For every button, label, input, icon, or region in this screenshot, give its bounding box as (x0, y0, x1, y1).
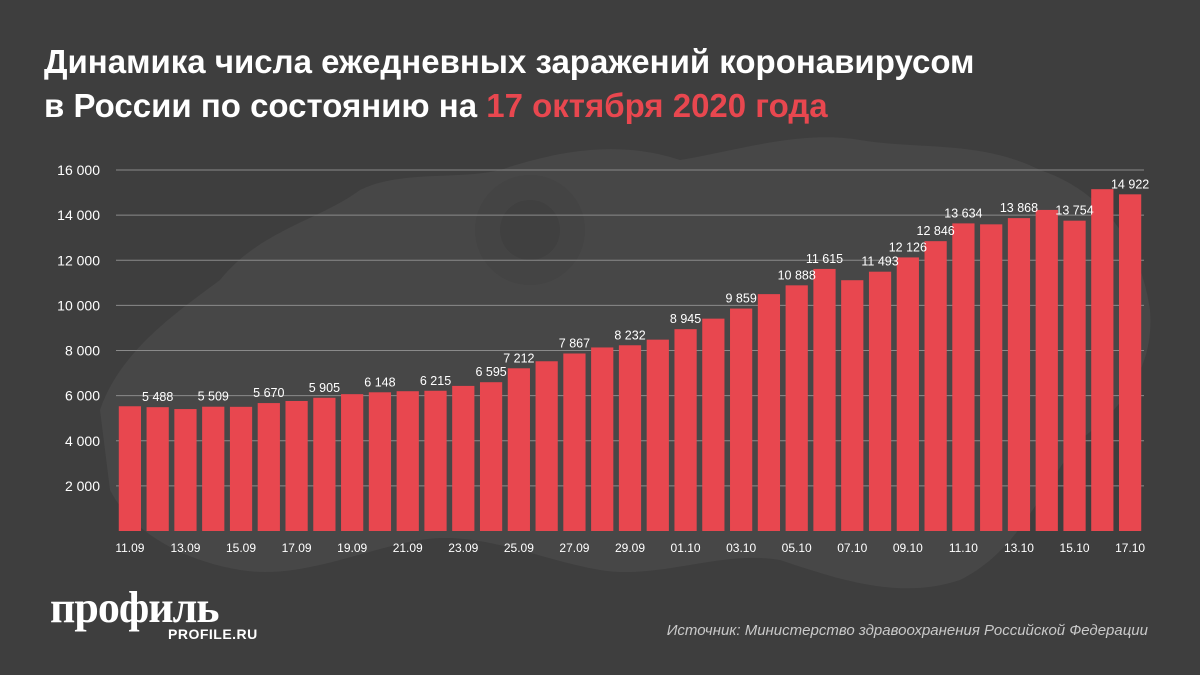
x-tick-label: 17.10 (1115, 541, 1145, 555)
bar (1035, 209, 1058, 531)
data-label: 10 888 (778, 268, 816, 282)
x-tick-label: 11.10 (949, 541, 978, 555)
x-tick-label: 15.10 (1060, 541, 1090, 555)
bar (1063, 220, 1086, 532)
y-tick-label: 10 000 (57, 297, 100, 313)
x-tick-label: 03.10 (726, 541, 756, 555)
data-label: 12 126 (889, 240, 927, 254)
bar (118, 406, 142, 531)
y-tick-label: 6 000 (65, 388, 100, 404)
x-tick-label: 07.10 (837, 541, 867, 555)
bar (452, 385, 475, 531)
y-tick-label: 14 000 (57, 207, 100, 223)
data-label: 11 493 (861, 255, 898, 269)
data-label: 6 215 (420, 374, 451, 388)
profile-logo: профиль (50, 583, 220, 632)
bar (563, 353, 586, 531)
data-label: 8 945 (670, 312, 701, 326)
bar (730, 308, 753, 531)
data-label: 5 488 (142, 390, 173, 404)
bar (618, 345, 642, 531)
bar (674, 329, 697, 531)
data-label: 8 232 (614, 328, 645, 342)
data-label: 5 509 (198, 390, 229, 404)
source-note: Источник: Министерство здравоохранения Р… (666, 622, 1148, 639)
x-tick-label: 11.09 (115, 541, 144, 555)
bar (785, 285, 808, 531)
bar (841, 280, 864, 531)
x-tick-label: 21.09 (393, 541, 423, 555)
bar (174, 409, 197, 531)
bar (980, 224, 1003, 531)
bar (146, 407, 169, 531)
x-tick-label: 13.10 (1004, 541, 1034, 555)
data-label: 13 634 (944, 206, 982, 220)
data-label: 13 868 (1000, 201, 1038, 215)
bar (424, 390, 447, 531)
x-tick-label: 17.09 (282, 541, 312, 555)
chart-title: Динамика числа ежедневных заражений коро… (44, 40, 1164, 128)
bar (868, 271, 892, 531)
bar (952, 223, 975, 531)
y-tick-label: 16 000 (57, 162, 100, 178)
bar (257, 403, 280, 531)
data-label: 5 905 (309, 381, 340, 395)
data-label: 9 859 (725, 292, 756, 306)
bar (646, 339, 669, 531)
data-label: 13 754 (1055, 204, 1093, 218)
bar (202, 406, 225, 531)
bar (341, 394, 364, 531)
title-line2: в России по состоянию на (44, 87, 487, 124)
data-label: 11 615 (806, 252, 843, 266)
bar (479, 382, 503, 531)
bar (313, 397, 336, 531)
data-label: 6 148 (364, 375, 395, 389)
bar (507, 368, 530, 531)
data-label: 6 595 (475, 365, 506, 379)
x-tick-label: 19.09 (337, 541, 367, 555)
bar (591, 347, 614, 531)
x-tick-label: 09.10 (893, 541, 923, 555)
bar (285, 400, 308, 531)
x-tick-label: 23.09 (448, 541, 478, 555)
y-tick-label: 4 000 (65, 433, 100, 449)
bar (757, 294, 781, 531)
y-tick-label: 2 000 (65, 478, 100, 494)
logo-url: PROFILE.RU (168, 626, 258, 642)
bar (896, 257, 919, 531)
bar (702, 318, 725, 531)
bar (924, 241, 947, 532)
bar (1007, 218, 1031, 531)
bar (396, 391, 419, 531)
title-date: 17 октября 2020 года (486, 87, 828, 124)
data-label: 14 922 (1111, 177, 1149, 191)
bar (229, 406, 253, 531)
x-tick-label: 25.09 (504, 541, 534, 555)
y-tick-label: 8 000 (65, 343, 100, 359)
x-tick-label: 13.09 (170, 541, 200, 555)
y-tick-label: 12 000 (57, 252, 100, 268)
data-label: 12 846 (917, 224, 955, 238)
x-tick-label: 01.10 (671, 541, 701, 555)
bar (1118, 194, 1142, 531)
data-label: 5 670 (253, 386, 284, 400)
bar (368, 392, 392, 531)
data-label: 7 212 (503, 351, 534, 365)
bar (1091, 189, 1114, 531)
bar (813, 268, 836, 531)
data-label: 7 867 (559, 337, 590, 351)
bar (535, 361, 558, 531)
x-tick-label: 29.09 (615, 541, 645, 555)
title-line1: Динамика числа ежедневных заражений коро… (44, 43, 975, 80)
x-tick-label: 15.09 (226, 541, 256, 555)
x-tick-label: 05.10 (782, 541, 812, 555)
x-tick-label: 27.09 (559, 541, 589, 555)
